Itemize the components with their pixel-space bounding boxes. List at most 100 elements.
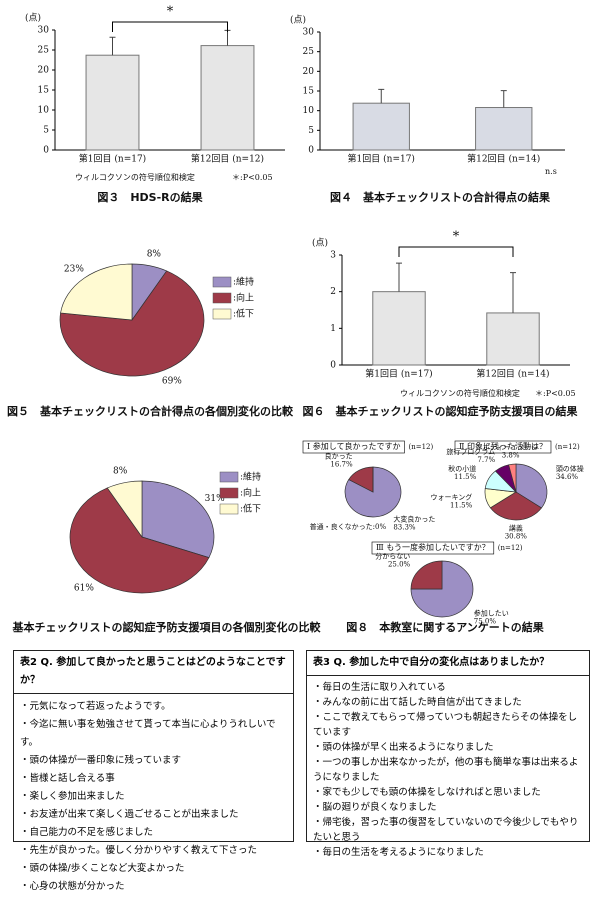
slice-value: 16.7%: [330, 461, 353, 469]
slice-value: 23%: [64, 264, 84, 274]
bar: [372, 291, 426, 366]
legend-label: :低下: [240, 503, 261, 515]
y-tick-label: 5: [308, 126, 314, 136]
table-title: 表3 Q. 参加した中で自分の変化点はありましたか？: [307, 651, 589, 676]
table-items: ・元気になって若返ったようです。 ・今迄に無い事を勉強させて貰って本当に心よりうれ…: [14, 694, 293, 900]
table-item: ・元気になって若返ったようです。: [20, 701, 171, 712]
slice-value: 0%: [375, 523, 386, 531]
table-item: ・帰宅後，習った事の復習をしていないので今後少しでもやりたいと思う: [313, 817, 579, 843]
y-tick-label: 0: [308, 146, 314, 156]
title-box: [302, 440, 405, 454]
y-tick-label: 3: [330, 251, 336, 261]
table-item: ・心身の状態が分かった: [20, 881, 125, 892]
significance-bracket: [398, 246, 514, 257]
slice-label: 分からない: [375, 551, 410, 560]
legend-swatch: [219, 487, 239, 499]
figure-caption: 図４ 基本チェックリストの合計得点の結果: [330, 190, 550, 204]
y-axis-label: (点): [290, 15, 306, 26]
y-tick-label: 10: [38, 106, 50, 116]
significance-bracket: [112, 21, 228, 32]
pie-slice: [508, 463, 517, 493]
slice-value: 69%: [162, 376, 182, 386]
y-tick-label: 20: [38, 66, 50, 76]
legend-swatch: [212, 308, 232, 320]
pie-slice: [515, 463, 548, 509]
pie-subtitle: (n=12): [555, 443, 580, 451]
y-tick-label: 30: [303, 28, 315, 38]
slice-value: 31%: [205, 494, 225, 504]
title-box: [454, 440, 552, 454]
slice-label: 講義: [509, 524, 523, 533]
error-bar: [378, 88, 385, 104]
slice-value: 83.3%: [393, 523, 416, 531]
figure-caption: 図６ 基本チェックリストの認知症予防支援項目の結果: [303, 404, 578, 418]
y-tick-label: 30: [38, 26, 50, 36]
error-bar: [510, 272, 516, 313]
table-title: 表2 Q. 参加して良かったと思うことはどのようなことですか？: [14, 651, 293, 694]
table-item: ・自己能力の不足を感じました: [20, 827, 154, 838]
x-tick-label: 第1回目 (n=17): [348, 153, 415, 165]
slice-label: 大変良かった: [393, 514, 435, 523]
error-bar: [224, 29, 231, 46]
legend-label: :維持: [233, 276, 254, 288]
figure-caption: 図５ 基本チェックリストの合計得点の各個別変化の比較: [7, 404, 294, 418]
bar: [85, 54, 140, 151]
slice-value: 7.7%: [477, 456, 495, 464]
pie-title: Ⅲ もう一度参加したいですか？: [376, 542, 490, 552]
y-tick-label: 25: [38, 46, 50, 56]
y-axis-label: (点): [312, 238, 328, 249]
y-tick-label: 25: [303, 47, 315, 57]
table-item: ・頭の体操が早く出来るようになりました: [313, 742, 494, 753]
note: ウィルコクソンの符号順位和検定: [400, 388, 520, 398]
pie-title: Ⅱ 印象に残った活動は？: [459, 441, 547, 451]
slice-value: 8%: [113, 466, 128, 476]
pie-title: Ⅰ 参加して良かったですか: [307, 441, 400, 451]
table-2: 表2 Q. 参加して良かったと思うことはどのようなことですか？ ・元気になって若…: [13, 650, 294, 892]
pie-slice: [410, 560, 474, 618]
table-item: ・毎日の生活を考えるようになりました: [313, 847, 484, 858]
legend-swatch: [212, 276, 232, 288]
title-box: [371, 541, 495, 555]
y-tick-label: 10: [303, 106, 315, 116]
significance-mark: *: [453, 230, 460, 245]
y-tick-label: 0: [330, 361, 336, 371]
y-tick-label: 1: [330, 324, 336, 334]
slice-value: 34.6%: [556, 473, 579, 481]
legend-swatch: [219, 503, 239, 515]
table-item: ・楽しく参加出来ました: [20, 791, 125, 802]
slice-value: 25.0%: [388, 560, 411, 568]
y-tick-label: 15: [38, 86, 50, 96]
pie-slice: [489, 491, 543, 521]
y-tick-label: 2: [330, 287, 336, 297]
table-item: ・一つの事しか出来なかったが，他の事も簡単な事は出来るようになりました: [313, 757, 579, 783]
slice-value: 11.5%: [450, 502, 473, 510]
y-tick-label: 5: [43, 126, 49, 136]
table-item: ・脳の廻りが良くなりました: [313, 802, 437, 813]
pie-slice: [106, 480, 143, 539]
slice-value: 3.8%: [502, 452, 520, 460]
pie-slice: [410, 560, 443, 590]
legend-swatch: [212, 292, 232, 304]
figure-caption: 図８ 本教室に関するアンケートの結果: [346, 620, 544, 634]
error-bar: [500, 90, 507, 108]
note: n.s: [545, 167, 557, 176]
note: ＊:P<0.05: [535, 389, 576, 398]
pie-slice: [60, 263, 133, 321]
error-bar: [396, 262, 402, 292]
slice-value: 61%: [74, 584, 94, 594]
slice-value: 8%: [147, 249, 162, 259]
bar: [352, 102, 410, 151]
x-tick-label: 第1回目 (n=17): [79, 153, 146, 165]
figure-caption: 図３ HDS-Rの結果: [97, 190, 202, 204]
pie-slice: [69, 487, 210, 594]
legend-label: :向上: [233, 292, 254, 304]
slice-label: ウォーキング: [431, 493, 473, 502]
table-item: ・皆様と話し合える事: [20, 773, 115, 784]
x-tick-label: 第12回目 (n=12): [191, 153, 264, 165]
table-item: ・頭の体操が一番印象に残っています: [20, 755, 182, 766]
error-bar: [109, 36, 116, 56]
x-tick-label: 第1回目 (n=17): [365, 368, 432, 380]
y-tick-label: 15: [303, 87, 315, 97]
x-tick-label: 第12回目 (n=14): [476, 368, 549, 380]
page: {"chart_data": [ {"type": "bar", "title"…: [0, 4, 590, 892]
